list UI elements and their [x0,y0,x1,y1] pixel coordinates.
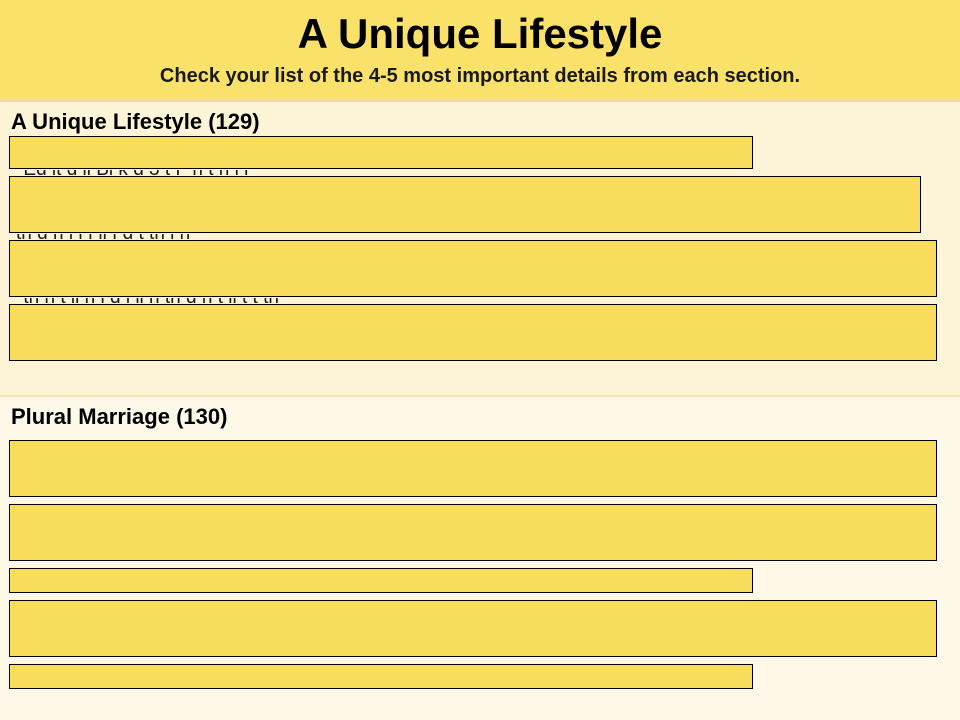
section-title: Plural Marriage (130) [11,404,228,429]
answer-box[interactable] [9,440,937,497]
covered-text-peek: th d h l l f ll f d t th l h [16,234,936,246]
answer-box[interactable] [9,136,753,169]
answer-box[interactable] [9,304,937,361]
section-plural-marriage: Plural Marriage (130) [0,397,960,720]
section-unique-lifestyle: A Unique Lifestyle (129) *Ed lt d ll Bl … [0,102,960,397]
page-title: A Unique Lifestyle [297,10,663,57]
answer-box[interactable] [9,504,937,561]
answer-box[interactable] [9,568,753,593]
answer-box[interactable] [9,600,937,657]
section-title: A Unique Lifestyle (129) [11,109,260,134]
answer-box[interactable] [9,240,937,297]
covered-text-peek: *Ed lt d ll Bl k d 3 t F h t h l l [16,170,916,182]
page-subtitle: Check your list of the 4-5 most importan… [159,65,801,87]
slide-header: A Unique Lifestyle Check your list of th… [0,0,960,102]
answer-box[interactable] [9,664,753,689]
answer-box[interactable] [9,176,921,233]
covered-text-peek: *th h t ll h l d l ll h th d h t ll t t … [16,298,936,310]
